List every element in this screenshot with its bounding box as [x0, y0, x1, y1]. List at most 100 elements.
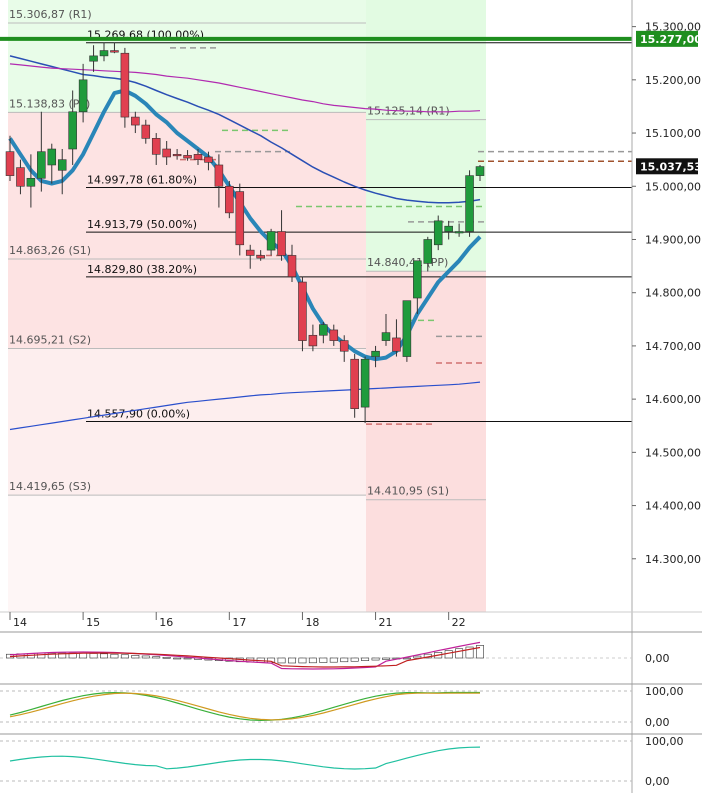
- y-tick-label: 14.500,00: [645, 446, 701, 459]
- candle-body[interactable]: [26, 177, 36, 187]
- candle-body[interactable]: [381, 332, 391, 341]
- pivot-label: 15.138,83 (PP): [9, 97, 90, 110]
- x-tick-label: 18: [305, 616, 319, 629]
- candle-body[interactable]: [151, 138, 161, 155]
- candle-body[interactable]: [454, 231, 464, 234]
- y-tick-label: 15.200,00: [645, 74, 701, 87]
- moving-average-slow-line: [9, 63, 481, 113]
- macd-histogram-bar: [329, 657, 338, 663]
- candle-body[interactable]: [360, 358, 370, 408]
- macd-histogram-bar: [183, 657, 192, 660]
- candle-body[interactable]: [235, 191, 245, 246]
- x-tick-label: 17: [232, 616, 246, 629]
- x-tick-label: 14: [13, 616, 27, 629]
- macd-histogram-bar: [382, 657, 390, 660]
- x-tick-label: 22: [452, 616, 466, 629]
- candle-body[interactable]: [204, 156, 213, 163]
- macd-histogram-bar: [308, 657, 317, 664]
- candle-body[interactable]: [172, 154, 182, 157]
- stochastic-d-line: [9, 692, 480, 721]
- macd-histogram-bar: [173, 657, 182, 660]
- candle-body[interactable]: [5, 151, 15, 176]
- sub-panel-tick-label: 100,00: [645, 685, 684, 698]
- candle-body[interactable]: [423, 239, 433, 264]
- y-tick-label: 14.700,00: [645, 340, 701, 353]
- resistance-price-flag: [636, 30, 698, 47]
- macd-histogram-bar: [465, 646, 474, 659]
- candle-body[interactable]: [57, 159, 67, 171]
- candle-body[interactable]: [183, 155, 192, 159]
- candle-body[interactable]: [339, 340, 349, 352]
- macd-histogram-bar: [89, 653, 98, 659]
- candle-body[interactable]: [475, 166, 485, 176]
- macd-histogram-bar: [361, 657, 370, 661]
- sub-panel-tick-label: 0,00: [645, 652, 670, 665]
- candle-body[interactable]: [16, 167, 25, 187]
- current-price-label: 15.037,53: [640, 160, 702, 173]
- pivot-label: 14.863,26 (S1): [9, 244, 91, 257]
- candle-body[interactable]: [392, 337, 401, 352]
- candle-body[interactable]: [402, 300, 412, 357]
- candle-body[interactable]: [319, 324, 328, 336]
- candle-body[interactable]: [141, 124, 151, 139]
- candle-body[interactable]: [99, 50, 109, 57]
- macd-histogram-bar: [319, 657, 328, 663]
- candle-body[interactable]: [37, 151, 46, 179]
- macd-histogram-bar: [152, 656, 161, 659]
- candle-body[interactable]: [277, 231, 286, 256]
- candle-body[interactable]: [89, 55, 98, 62]
- candle-body[interactable]: [256, 255, 265, 259]
- macd-signal-line: [9, 641, 481, 670]
- macd-histogram-bar: [371, 657, 380, 661]
- macd-histogram-bar: [58, 652, 67, 659]
- fibonacci-label: 14.829,80 (38.20%): [87, 263, 197, 276]
- macd-histogram-bar: [402, 657, 411, 660]
- y-tick-label: 14.900,00: [645, 233, 701, 246]
- y-tick-label: 14.300,00: [645, 553, 701, 566]
- macd-histogram-bar: [298, 657, 307, 664]
- pivot-label: 14.410,95 (S1): [367, 485, 449, 498]
- candle-body[interactable]: [214, 164, 224, 187]
- candle-body[interactable]: [193, 154, 203, 160]
- zone-prev-r1-pp: [8, 0, 366, 113]
- candle-body[interactable]: [162, 148, 171, 158]
- candle-body[interactable]: [371, 350, 380, 357]
- candle-body[interactable]: [329, 329, 339, 341]
- y-tick-label: 15.100,00: [645, 127, 701, 140]
- candle-body[interactable]: [78, 79, 88, 113]
- candle-body[interactable]: [245, 249, 255, 256]
- candle-body[interactable]: [120, 52, 130, 118]
- y-tick-label: 15.000,00: [645, 180, 701, 193]
- resistance-price-label: 15.277,00: [640, 33, 702, 46]
- macd-histogram-bar: [100, 653, 108, 659]
- macd-histogram-bar: [79, 652, 88, 659]
- candle-body[interactable]: [68, 111, 77, 150]
- macd-histogram-bar: [162, 656, 171, 659]
- zone-cur-below-pp: [366, 271, 486, 612]
- candle-body[interactable]: [433, 220, 443, 246]
- candle-body[interactable]: [110, 50, 119, 53]
- candle-body[interactable]: [413, 260, 422, 299]
- candle-body[interactable]: [131, 116, 140, 126]
- candle-body[interactable]: [465, 175, 474, 232]
- zone-prev-below-s3: [8, 495, 366, 612]
- candle-body[interactable]: [298, 281, 307, 341]
- candle-body[interactable]: [266, 231, 276, 251]
- macd-histogram-bar: [277, 657, 286, 664]
- pivot-label: 14.419,65 (S3): [9, 480, 91, 493]
- fibonacci-label: 14.997,78 (61.80%): [87, 173, 197, 186]
- macd-histogram-bar: [110, 653, 119, 659]
- pivot-label: 14.840,41 (PP): [367, 256, 448, 269]
- moving-average-fast-line: [8, 88, 482, 362]
- candle-body[interactable]: [444, 225, 453, 232]
- candle-body[interactable]: [225, 185, 234, 214]
- candle-body[interactable]: [47, 148, 57, 166]
- macd-histogram-bar: [288, 657, 296, 664]
- x-tick-label: 15: [86, 616, 100, 629]
- macd-histogram-bar: [120, 654, 129, 659]
- rsi-line: [9, 746, 481, 770]
- candle-body[interactable]: [308, 334, 318, 347]
- candle-body[interactable]: [350, 358, 359, 410]
- candle-body[interactable]: [287, 255, 297, 278]
